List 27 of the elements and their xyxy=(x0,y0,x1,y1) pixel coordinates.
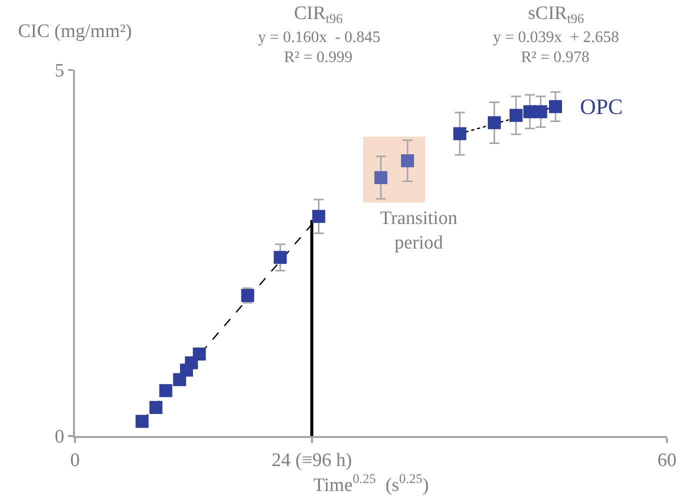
series-label: OPC xyxy=(580,94,623,119)
point xyxy=(136,414,149,428)
text: R² = 0.978 xyxy=(521,49,590,66)
point xyxy=(534,105,548,118)
x-tick-label: 0 xyxy=(70,450,80,471)
x-axis-title: Time$^{0.25}$ (s$^{0.25}$) xyxy=(313,470,429,496)
point xyxy=(192,348,206,361)
point xyxy=(159,384,172,398)
y-axis-title: CIC (mg/mm²) xyxy=(18,21,132,42)
y-tick-label: 5 xyxy=(54,60,64,82)
point xyxy=(510,108,523,122)
band-label: Transition period xyxy=(380,208,458,254)
text: y = 0.039x + 2.658 xyxy=(493,29,620,46)
point xyxy=(149,400,162,414)
text: R² = 0.999 xyxy=(284,49,352,66)
point xyxy=(549,100,562,114)
x-tick-label: 24 (≡96 h) xyxy=(272,450,352,471)
point xyxy=(401,154,414,168)
x-tick-label: 60 xyxy=(658,450,676,471)
text: CIR$_{t96}$ xyxy=(294,3,344,26)
point xyxy=(274,250,287,264)
point xyxy=(312,210,326,223)
text: y = 0.160x - 0.845 xyxy=(258,29,380,46)
point xyxy=(374,171,388,184)
text: sCIR$_{t96}$ xyxy=(528,3,584,26)
point xyxy=(453,127,466,140)
point xyxy=(488,116,501,130)
